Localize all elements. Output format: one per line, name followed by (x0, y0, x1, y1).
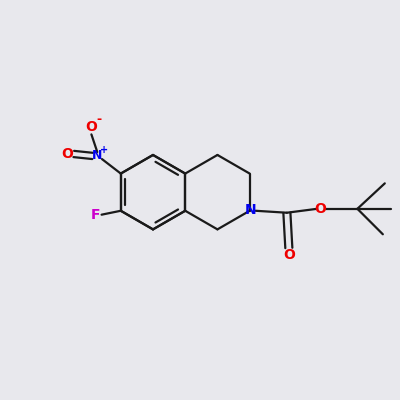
Text: O: O (86, 120, 97, 134)
Text: +: + (100, 145, 108, 155)
Text: N: N (245, 203, 256, 217)
Text: N: N (92, 150, 102, 162)
Text: -: - (96, 113, 101, 126)
Text: O: O (61, 147, 73, 161)
Text: F: F (90, 208, 100, 222)
Text: O: O (283, 248, 295, 262)
Text: O: O (315, 202, 326, 216)
